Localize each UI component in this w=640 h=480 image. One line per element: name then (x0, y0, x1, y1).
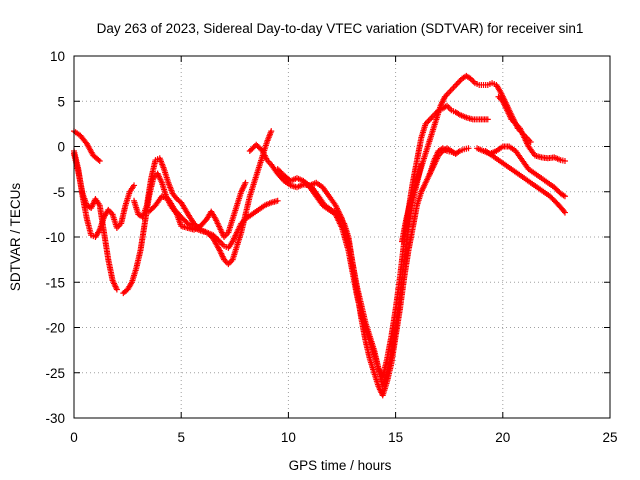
data-point (96, 157, 103, 164)
data-point (274, 197, 281, 204)
data-series (482, 148, 568, 216)
data-series (120, 170, 249, 297)
chart-title: Day 263 of 2023, Sidereal Day-to-day VTE… (97, 21, 584, 36)
data-series (399, 72, 534, 245)
data-series (71, 150, 120, 293)
y-tick-label: -25 (45, 366, 65, 381)
data-point (560, 208, 567, 215)
x-tick-label: 0 (70, 430, 78, 445)
data-point (113, 286, 120, 293)
y-tick-label: -30 (45, 411, 65, 426)
data-point (484, 116, 491, 123)
data-point (561, 157, 568, 164)
data-point (95, 156, 102, 163)
data-layer (71, 72, 568, 399)
y-tick-label: 0 (57, 140, 65, 155)
data-point (561, 193, 568, 200)
data-series (246, 141, 425, 390)
y-tick-label: 10 (50, 49, 65, 64)
data-series (274, 102, 491, 381)
y-tick-label: -10 (45, 230, 65, 245)
data-point (561, 209, 568, 216)
axis-ticks: 0 5 10 15 20 25 -30 -25 -20 -15 -10 -5 0 5 10 (45, 49, 617, 445)
x-tick-label: 10 (281, 430, 296, 445)
data-point (215, 237, 222, 244)
y-tick-label: 5 (57, 94, 65, 109)
x-tick-label: 20 (495, 430, 510, 445)
x-tick-label: 5 (177, 430, 185, 445)
data-series (495, 93, 568, 164)
data-series (302, 145, 459, 399)
data-point (465, 145, 472, 152)
data-series (71, 128, 103, 164)
x-tick-label: 25 (602, 430, 617, 445)
data-point (268, 128, 275, 135)
data-series (146, 193, 281, 251)
data-series (426, 145, 472, 177)
x-tick-label: 15 (388, 430, 403, 445)
y-tick-label: -5 (53, 185, 65, 200)
x-axis-label: GPS time / hours (289, 458, 392, 473)
data-point (242, 179, 249, 186)
grid (74, 56, 610, 418)
y-tick-label: -20 (45, 321, 65, 336)
y-axis-label: SDTVAR / TECUs (8, 183, 23, 292)
y-tick-label: -15 (45, 275, 65, 290)
plot-border (73, 55, 611, 419)
data-point (131, 182, 138, 189)
